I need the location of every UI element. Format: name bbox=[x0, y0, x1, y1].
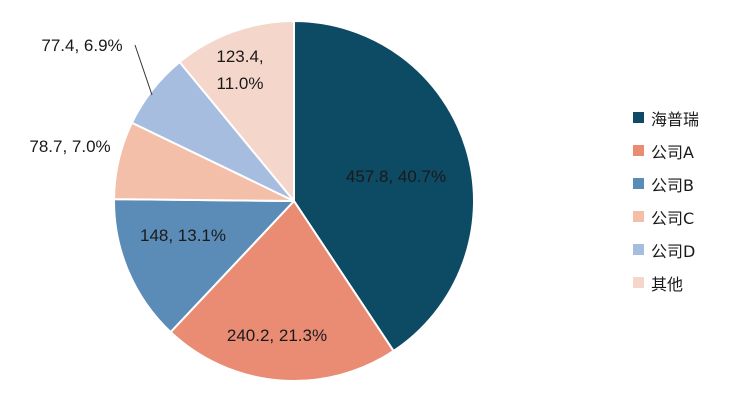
legend-label: 公司D bbox=[651, 241, 696, 261]
data-label-1: 240.2, 21.3% bbox=[227, 326, 327, 345]
legend-label: 公司C bbox=[651, 208, 695, 228]
data-label-3: 78.7, 7.0% bbox=[29, 137, 110, 156]
legend-label: 其他 bbox=[651, 274, 684, 294]
legend-swatch bbox=[633, 145, 644, 156]
legend-label: 海普瑞 bbox=[651, 109, 700, 129]
leader-lines bbox=[134, 44, 153, 96]
pie-slice-5 bbox=[178, 20, 295, 202]
legend-swatch bbox=[633, 277, 644, 288]
data-label-5: 123.4, 11.0% bbox=[216, 47, 263, 93]
pie-slice-1 bbox=[169, 200, 395, 382]
legend-item-company-b: 公司B bbox=[633, 167, 733, 200]
data-label-4: 77.4, 6.9% bbox=[41, 36, 122, 55]
legend: 海普瑞 公司A 公司B 公司C 公司D 其他 bbox=[633, 101, 733, 299]
legend-swatch bbox=[633, 211, 644, 222]
legend-label: 公司A bbox=[651, 142, 694, 162]
legend-item-company-a: 公司A bbox=[633, 134, 733, 167]
legend-swatch bbox=[633, 244, 644, 255]
legend-item-company-d: 公司D bbox=[633, 233, 733, 266]
legend-item-others: 其他 bbox=[633, 266, 733, 299]
legend-swatch bbox=[633, 112, 644, 123]
pie-slices bbox=[113, 20, 475, 382]
pie-slice-2 bbox=[113, 198, 295, 334]
data-label-2: 148, 13.1% bbox=[140, 226, 226, 245]
legend-swatch bbox=[633, 178, 644, 189]
data-label-0: 457.8, 40.7% bbox=[346, 167, 446, 186]
legend-item-haipurui: 海普瑞 bbox=[633, 101, 733, 134]
legend-item-company-c: 公司C bbox=[633, 200, 733, 233]
data-labels: 457.8, 40.7% 240.2, 21.3% 148, 13.1% 78.7, … bbox=[29, 36, 446, 345]
leader-line-4 bbox=[134, 44, 153, 96]
legend-label: 公司B bbox=[651, 175, 694, 195]
